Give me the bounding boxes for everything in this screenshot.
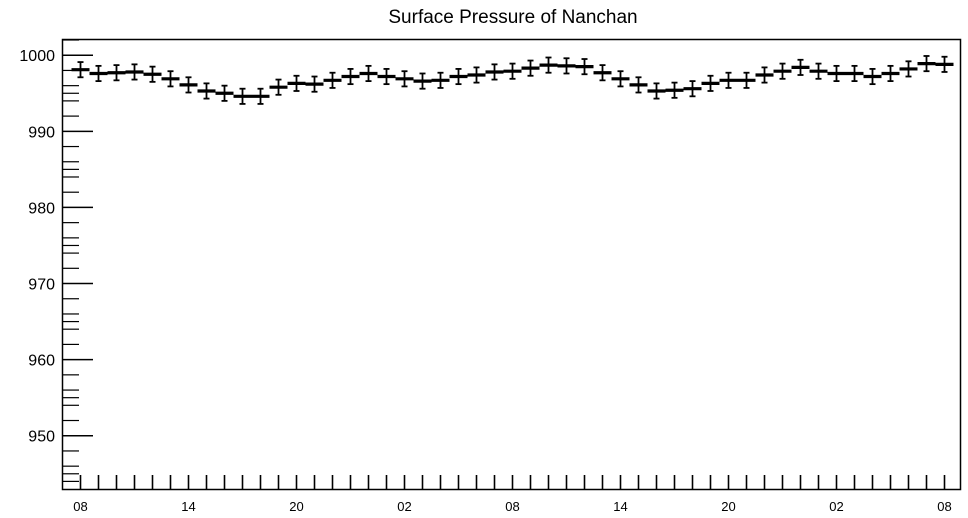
data-point: [773, 62, 792, 80]
data-point: [395, 70, 414, 88]
data-point: [287, 74, 306, 92]
data-point: [269, 78, 288, 96]
data-point: [827, 64, 846, 82]
x-axis: 08 14 20 02 08 14 20 02 08: [73, 475, 952, 514]
data-point: [251, 87, 270, 105]
data-point: [215, 84, 234, 102]
data-point: [647, 82, 666, 100]
x-tick-label: 08: [505, 499, 519, 514]
data-point: [665, 81, 684, 99]
data-point: [899, 60, 918, 78]
data-point: [449, 68, 468, 86]
data-point: [413, 72, 432, 90]
data-point: [755, 66, 774, 84]
data-point: [359, 64, 378, 82]
data-point: [575, 58, 594, 76]
data-point: [737, 71, 756, 89]
data-point: [89, 64, 108, 82]
data-point: [809, 62, 828, 80]
data-point: [935, 55, 954, 73]
x-tick-label: 08: [937, 499, 951, 514]
data-point: [521, 59, 540, 77]
data-point: [881, 64, 900, 82]
data-point: [71, 61, 90, 79]
data-point: [683, 80, 702, 98]
data-point: [629, 76, 648, 94]
data-point: [611, 70, 630, 88]
data-point: [305, 75, 324, 93]
y-axis: 950 960 970 980 990 1000: [19, 39, 93, 482]
y-tick-label: 950: [28, 429, 55, 446]
data-point: [179, 76, 198, 94]
x-tick-label: 20: [289, 499, 303, 514]
data-point: [539, 56, 558, 74]
data-point: [323, 71, 342, 89]
y-tick-label: 980: [28, 200, 55, 217]
y-tick-label: 1000: [19, 48, 55, 65]
data-point: [503, 62, 522, 80]
data-point: [431, 71, 450, 89]
data-point: [719, 71, 738, 89]
x-tick-label: 20: [721, 499, 735, 514]
data-point: [845, 64, 864, 82]
chart-title: Surface Pressure of Nanchan: [388, 7, 637, 28]
y-tick-label: 970: [28, 277, 55, 294]
data-point: [557, 57, 576, 75]
data-point: [107, 64, 126, 82]
x-tick-label: 08: [73, 499, 87, 514]
data-point: [161, 70, 180, 88]
data-point: [143, 65, 162, 83]
plot-frame: [61, 38, 962, 491]
data-point: [485, 63, 504, 81]
y-tick-label: 990: [28, 124, 55, 141]
data-points: [71, 55, 954, 105]
data-point: [593, 64, 612, 82]
data-point: [125, 63, 144, 81]
data-point: [863, 68, 882, 86]
y-tick-label: 960: [28, 353, 55, 370]
data-point: [377, 68, 396, 86]
x-tick-label: 02: [397, 499, 411, 514]
data-point: [791, 58, 810, 76]
data-point: [701, 74, 720, 92]
data-point: [233, 87, 252, 105]
data-point: [197, 82, 216, 100]
x-tick-label: 14: [613, 499, 627, 514]
data-point: [341, 68, 360, 86]
data-point: [467, 66, 486, 84]
x-tick-label: 14: [181, 499, 195, 514]
x-tick-label: 02: [829, 499, 843, 514]
data-point: [917, 55, 936, 73]
